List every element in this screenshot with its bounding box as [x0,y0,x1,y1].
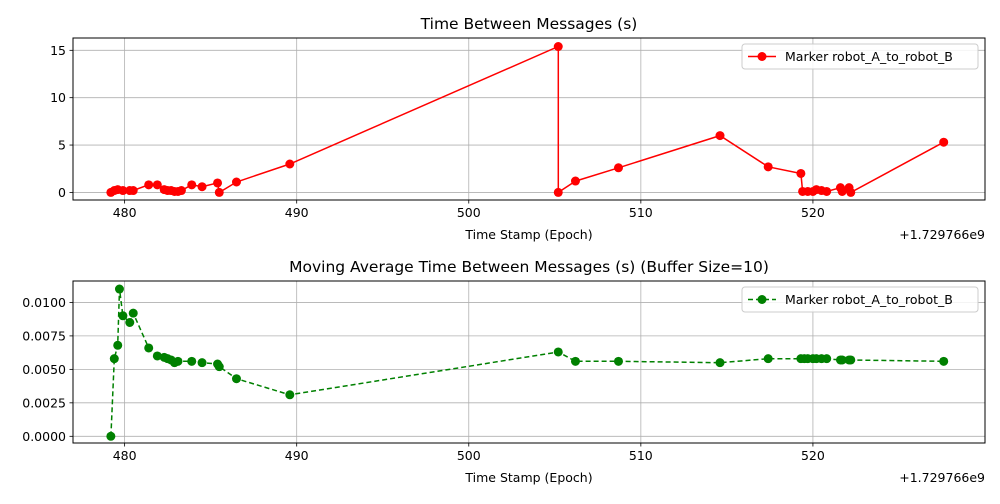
data-point [939,356,949,366]
y-tick-label: 0.0050 [22,362,66,377]
x-tick-label: 510 [629,205,653,220]
data-point [231,177,241,187]
legend-box [741,286,979,313]
data-point [613,356,623,366]
data-point [128,308,138,318]
data-point [144,343,154,353]
data-point [197,182,207,192]
plot-frame [72,37,986,201]
data-point [173,356,183,366]
series-layer [106,284,949,441]
x-axis-label: Time Stamp (Epoch) [464,470,592,485]
x-tick-label: 520 [801,448,825,463]
data-point [715,131,725,141]
legend-marker [757,52,767,61]
data-point [846,187,856,197]
data-point [152,351,162,361]
tick-layer: 480 490 500 510 520 0.0000 0.0025 0.0050 0.0075 0… [22,295,825,463]
data-point [570,356,580,366]
data-point [763,162,773,172]
data-point [846,355,856,365]
data-point [553,187,563,197]
data-point [613,163,623,173]
x-axis-label: Time Stamp (Epoch) [464,227,592,242]
chart-title: Time Between Messages (s) [420,15,638,33]
y-tick-label: 0.0025 [22,395,66,410]
data-point [553,347,563,357]
legend-marker [757,295,767,304]
y-tick-label: 0.0100 [22,295,66,310]
data-point [113,340,123,350]
legend: Marker robot_A_to_robot_B [741,43,979,70]
data-point [214,362,224,372]
data-point [553,42,563,52]
data-point [285,390,295,400]
y-tick-label: 10 [50,90,66,105]
chart-moving-average: Moving Average Time Between Messages (s)… [22,258,986,485]
x-tick-label: 520 [801,205,825,220]
x-offset-label: +1.729766e9 [899,470,985,485]
data-point [213,178,223,188]
x-tick-label: 480 [113,205,137,220]
data-point [114,284,124,294]
series-layer [106,42,949,197]
x-tick-label: 490 [285,205,309,220]
data-point [176,186,186,196]
data-point [125,318,135,328]
plot-frame [72,280,986,444]
data-point [128,186,138,196]
data-point [152,180,162,190]
data-point [118,186,128,196]
x-offset-label: +1.729766e9 [899,227,985,242]
data-point [231,374,241,384]
data-point [822,186,832,196]
data-point [763,354,773,364]
data-point [109,354,119,364]
data-point [715,358,725,368]
data-point [214,187,224,197]
data-point [570,176,580,186]
data-point [837,355,847,365]
legend: Marker robot_A_to_robot_B [741,286,979,313]
data-point [837,186,847,196]
data-point [118,311,128,321]
x-tick-label: 500 [457,448,481,463]
data-point [197,358,207,368]
data-point [822,354,832,364]
y-tick-label: 0.0075 [22,328,66,343]
legend-box [741,43,979,70]
y-tick-label: 0 [58,185,66,200]
x-tick-label: 480 [113,448,137,463]
data-point [187,180,197,190]
data-point [144,180,154,190]
chart-title: Moving Average Time Between Messages (s)… [289,258,769,276]
legend-label: Marker robot_A_to_robot_B [785,49,953,64]
data-point [106,431,116,441]
chart-time-between-messages: Time Between Messages (s) 480 490 500 510 52… [50,15,986,242]
legend-label: Marker robot_A_to_robot_B [785,292,953,307]
y-tick-label: 15 [50,43,66,58]
y-tick-label: 5 [58,138,66,153]
data-point [187,356,197,366]
data-point [939,137,949,147]
data-point [796,168,806,178]
data-point [285,159,295,169]
y-tick-label: 0.0000 [22,429,66,444]
x-tick-label: 510 [629,448,653,463]
x-tick-label: 500 [457,205,481,220]
x-tick-label: 490 [285,448,309,463]
